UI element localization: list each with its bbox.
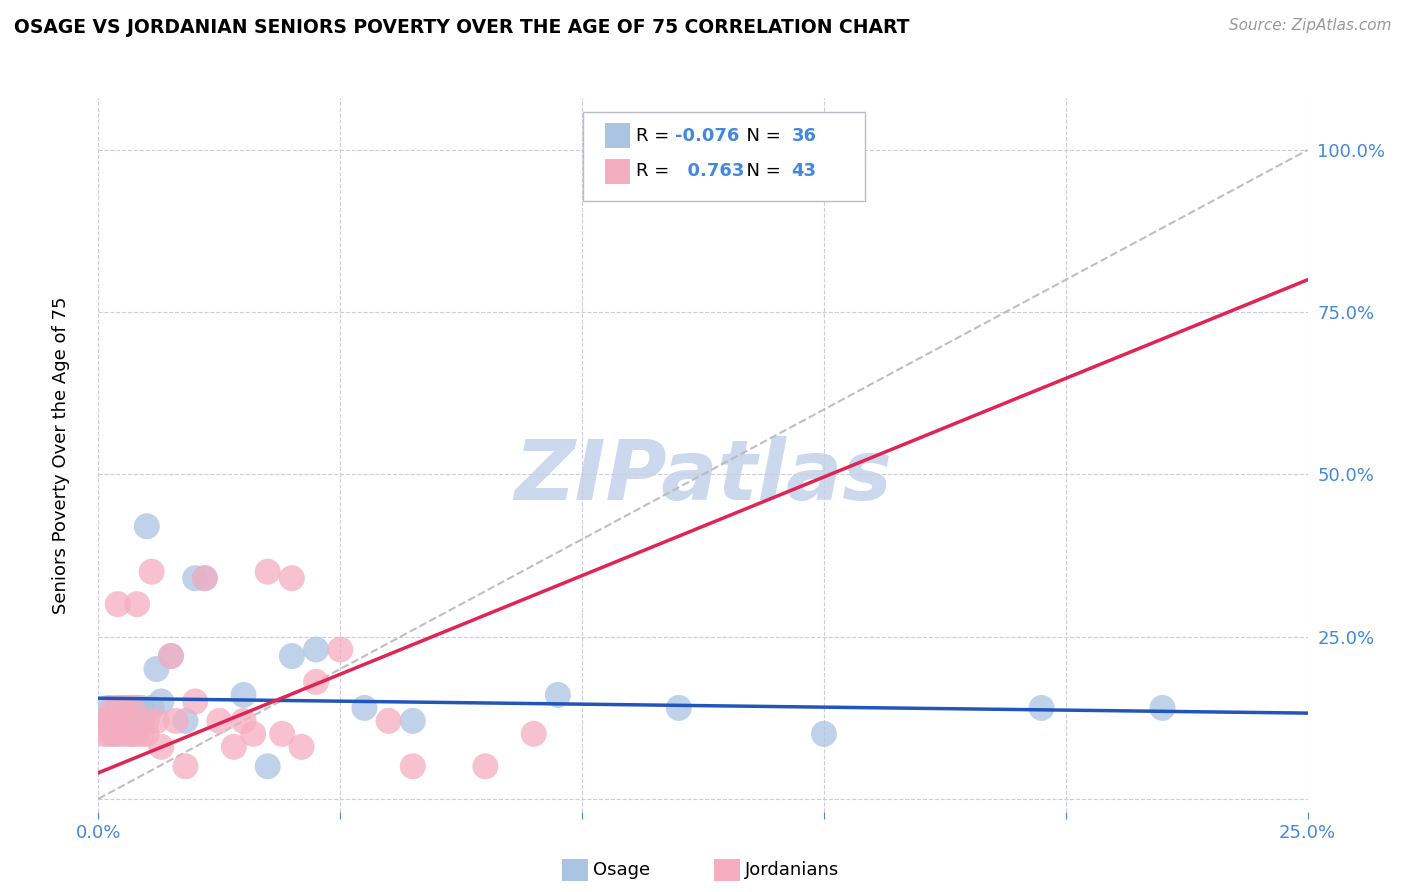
Point — [117, 701, 139, 715]
Point — [111, 714, 134, 728]
Point — [837, 143, 859, 157]
Point — [813, 727, 835, 741]
Point — [117, 727, 139, 741]
Point — [329, 642, 352, 657]
Point — [1152, 701, 1174, 715]
Point — [547, 688, 569, 702]
Text: R =: R = — [636, 162, 675, 180]
Point — [101, 701, 124, 715]
Point — [271, 727, 294, 741]
Point — [160, 648, 183, 663]
Point — [145, 662, 167, 676]
Point — [107, 701, 129, 715]
Point — [150, 739, 173, 754]
Point — [377, 714, 399, 728]
Point — [145, 714, 167, 728]
Text: Source: ZipAtlas.com: Source: ZipAtlas.com — [1229, 18, 1392, 33]
Text: N =: N = — [735, 162, 787, 180]
Point — [184, 571, 207, 585]
Point — [305, 675, 328, 690]
Point — [232, 714, 254, 728]
Point — [1031, 701, 1053, 715]
Text: Jordanians: Jordanians — [745, 861, 839, 879]
Point — [208, 714, 231, 728]
Point — [256, 565, 278, 579]
Text: N =: N = — [735, 127, 787, 145]
Point — [117, 714, 139, 728]
Point — [107, 727, 129, 741]
Point — [97, 714, 120, 728]
Point — [127, 714, 149, 728]
Point — [290, 739, 312, 754]
Text: R =: R = — [636, 127, 675, 145]
Point — [91, 727, 114, 741]
Point — [668, 701, 690, 715]
Point — [121, 701, 143, 715]
Point — [222, 739, 245, 754]
Point — [121, 701, 143, 715]
Text: Osage: Osage — [593, 861, 651, 879]
Point — [97, 701, 120, 715]
Point — [111, 701, 134, 715]
Text: OSAGE VS JORDANIAN SENIORS POVERTY OVER THE AGE OF 75 CORRELATION CHART: OSAGE VS JORDANIAN SENIORS POVERTY OVER … — [14, 18, 910, 37]
Point — [141, 701, 163, 715]
Point — [127, 727, 149, 741]
Point — [101, 727, 124, 741]
Text: 0.763: 0.763 — [675, 162, 744, 180]
Point — [107, 597, 129, 611]
Point — [281, 571, 304, 585]
Text: 43: 43 — [792, 162, 817, 180]
Point — [107, 714, 129, 728]
Point — [91, 714, 114, 728]
Point — [281, 648, 304, 663]
Point — [174, 759, 197, 773]
Point — [111, 714, 134, 728]
Y-axis label: Seniors Poverty Over the Age of 75: Seniors Poverty Over the Age of 75 — [52, 296, 70, 614]
Point — [256, 759, 278, 773]
Point — [127, 701, 149, 715]
Point — [141, 565, 163, 579]
Point — [117, 714, 139, 728]
Point — [131, 727, 153, 741]
Point — [242, 727, 264, 741]
Point — [135, 519, 157, 533]
Point — [474, 759, 496, 773]
Text: ZIPatlas: ZIPatlas — [515, 436, 891, 516]
Text: -0.076: -0.076 — [675, 127, 740, 145]
Point — [111, 727, 134, 741]
Point — [353, 701, 375, 715]
Point — [121, 727, 143, 741]
Point — [523, 727, 546, 741]
Point — [131, 714, 153, 728]
Point — [101, 714, 124, 728]
Point — [402, 714, 425, 728]
Point — [160, 648, 183, 663]
Point — [111, 701, 134, 715]
Point — [131, 701, 153, 715]
Point — [194, 571, 217, 585]
Point — [91, 714, 114, 728]
Point — [135, 727, 157, 741]
Point — [127, 597, 149, 611]
Point — [97, 727, 120, 741]
Point — [232, 688, 254, 702]
Point — [135, 714, 157, 728]
Point — [184, 694, 207, 708]
Point — [174, 714, 197, 728]
Point — [121, 727, 143, 741]
Point — [194, 571, 217, 585]
Point — [101, 727, 124, 741]
Point — [305, 642, 328, 657]
Point — [402, 759, 425, 773]
Point — [165, 714, 187, 728]
Point — [97, 714, 120, 728]
Text: 36: 36 — [792, 127, 817, 145]
Point — [150, 694, 173, 708]
